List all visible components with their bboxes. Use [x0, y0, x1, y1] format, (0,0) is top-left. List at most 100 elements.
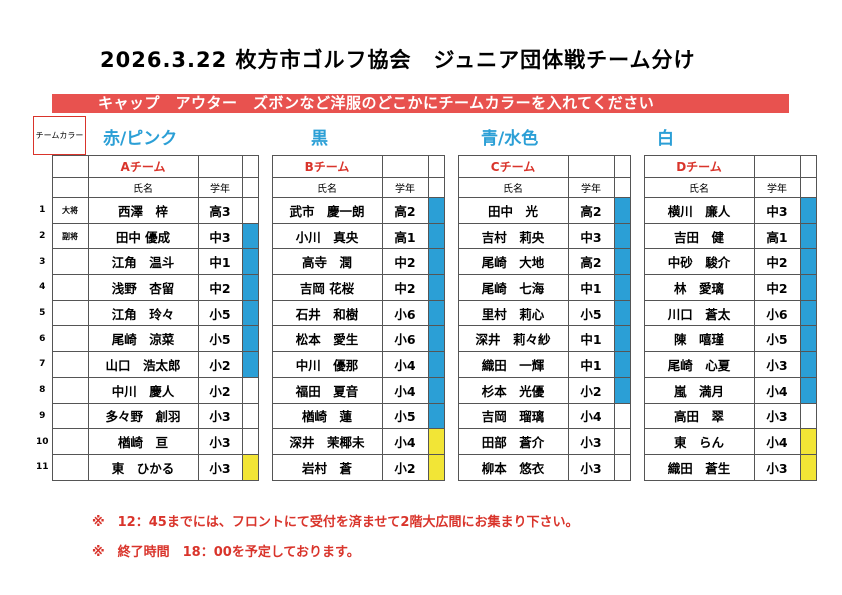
- role-cell: [51, 453, 89, 481]
- role-cell: [51, 351, 89, 378]
- team-color-stripe: [427, 325, 445, 353]
- team-color-label-box: チームカラー: [33, 116, 86, 155]
- col-grade-header: 学年: [567, 177, 615, 198]
- player-grade: 中3: [567, 222, 615, 250]
- player-name: 高寺 潤: [271, 248, 383, 276]
- blank-cell: [753, 155, 801, 178]
- gap-cell: [443, 454, 459, 481]
- player-grade: 小4: [381, 351, 429, 378]
- row-number: 4: [33, 274, 53, 301]
- player-name: 楢崎 蓮: [271, 402, 383, 430]
- player-grade: 中1: [197, 248, 243, 276]
- player-name: 陳 嘻瑾: [643, 325, 755, 353]
- row-number: 2: [33, 223, 53, 249]
- gap-cell: [629, 177, 645, 198]
- player-grade: 小3: [567, 428, 615, 455]
- player-grade: 高1: [381, 222, 429, 250]
- table-row: 10 楢崎 亘小3 深井 茉椰未 小4 田部 蒼介 小3 東 らん 小4: [33, 428, 817, 455]
- player-grade: 中2: [753, 274, 801, 301]
- player-grade: 高2: [567, 248, 615, 276]
- blank-cell: [613, 177, 631, 198]
- gap-cell: [443, 177, 459, 198]
- team-color-stripe: [241, 453, 259, 481]
- team-color-stripe: [799, 274, 817, 301]
- player-name: 尾崎 涼菜: [87, 325, 199, 353]
- team-color-stripe: [241, 402, 259, 430]
- team-name: Cチーム: [457, 155, 569, 178]
- team-color-stripe: [427, 351, 445, 378]
- blank-cell: [241, 177, 259, 198]
- player-grade: 高2: [381, 197, 429, 224]
- player-grade: 中2: [753, 248, 801, 276]
- team-color-stripe: [799, 299, 817, 327]
- player-grade: 中1: [567, 274, 615, 301]
- blank-cell: [33, 155, 53, 178]
- team-color-c: 青/水色: [481, 129, 539, 149]
- blank-cell: [567, 155, 615, 178]
- player-name: 福田 夏音: [271, 376, 383, 404]
- player-grade: 中1: [567, 325, 615, 353]
- team-color-stripe: [799, 376, 817, 404]
- gap-cell: [257, 155, 273, 178]
- team-color-stripe: [799, 351, 817, 378]
- player-grade: 小2: [567, 376, 615, 404]
- blank-cell: [33, 177, 53, 198]
- player-grade: 小6: [753, 299, 801, 327]
- team-color-stripe: [613, 222, 631, 250]
- gap-cell: [443, 197, 459, 224]
- player-name: 深井 茉椰未: [271, 428, 383, 455]
- gap-cell: [629, 248, 645, 275]
- team-color-stripe: [799, 222, 817, 250]
- player-name: 杉本 光優: [457, 376, 569, 404]
- gap-cell: [443, 223, 459, 249]
- player-grade: 小3: [567, 453, 615, 481]
- player-name: 松本 愛生: [271, 325, 383, 353]
- player-grade: 小5: [567, 299, 615, 327]
- team-color-stripe: [613, 351, 631, 378]
- team-color-stripe: [241, 222, 259, 250]
- team-table: Aチーム Bチーム Cチーム Dチーム 氏名 学年 氏名 学年 氏名 学年 氏名 学年 1 大将 西澤 梓高…: [33, 155, 817, 481]
- player-name: 西澤 梓: [87, 197, 199, 224]
- team-color-stripe: [799, 453, 817, 481]
- col-name-header: 氏名: [87, 177, 199, 198]
- player-name: 吉田 健: [643, 222, 755, 250]
- team-color-label: チームカラー: [35, 131, 84, 140]
- gap-cell: [629, 351, 645, 378]
- gap-cell: [257, 223, 273, 249]
- player-name: 林 愛璃: [643, 274, 755, 301]
- row-number: 10: [33, 428, 53, 455]
- gap-cell: [443, 325, 459, 352]
- role-cell: [51, 248, 89, 276]
- player-grade: 小2: [197, 376, 243, 404]
- blank-cell: [427, 155, 445, 178]
- table-row: 9 多々野 創羽 小3 楢崎 蓮小5 吉岡 瑠璃 小4 高田 翠小3: [33, 402, 817, 430]
- team-color-stripe: [799, 402, 817, 430]
- player-grade: 小4: [567, 402, 615, 430]
- col-grade-header: 学年: [381, 177, 429, 198]
- player-name: 深井 莉々紗: [457, 325, 569, 353]
- gap-cell: [629, 300, 645, 326]
- gap-cell: [629, 197, 645, 224]
- team-color-stripe: [613, 453, 631, 481]
- role-cell: [51, 376, 89, 404]
- team-color-stripe: [241, 197, 259, 224]
- player-name: 江角 温斗: [87, 248, 199, 276]
- player-name: 中砂 駿介: [643, 248, 755, 276]
- team-color-stripe: [427, 248, 445, 276]
- player-name: 小川 真央: [271, 222, 383, 250]
- gap-cell: [257, 351, 273, 378]
- player-name: 横川 廉人: [643, 197, 755, 224]
- gap-cell: [257, 377, 273, 403]
- team-color-stripe: [613, 325, 631, 353]
- row-number: 1: [33, 197, 53, 224]
- player-grade: 高3: [197, 197, 243, 224]
- gap-cell: [629, 377, 645, 403]
- player-grade: 小4: [381, 376, 429, 404]
- player-name: 楢崎 亘: [87, 428, 199, 455]
- team-color-stripe: [427, 299, 445, 327]
- blank-cell: [427, 177, 445, 198]
- team-color-stripe: [613, 428, 631, 455]
- gap-cell: [257, 403, 273, 429]
- player-grade: 小2: [197, 351, 243, 378]
- gap-cell: [443, 274, 459, 301]
